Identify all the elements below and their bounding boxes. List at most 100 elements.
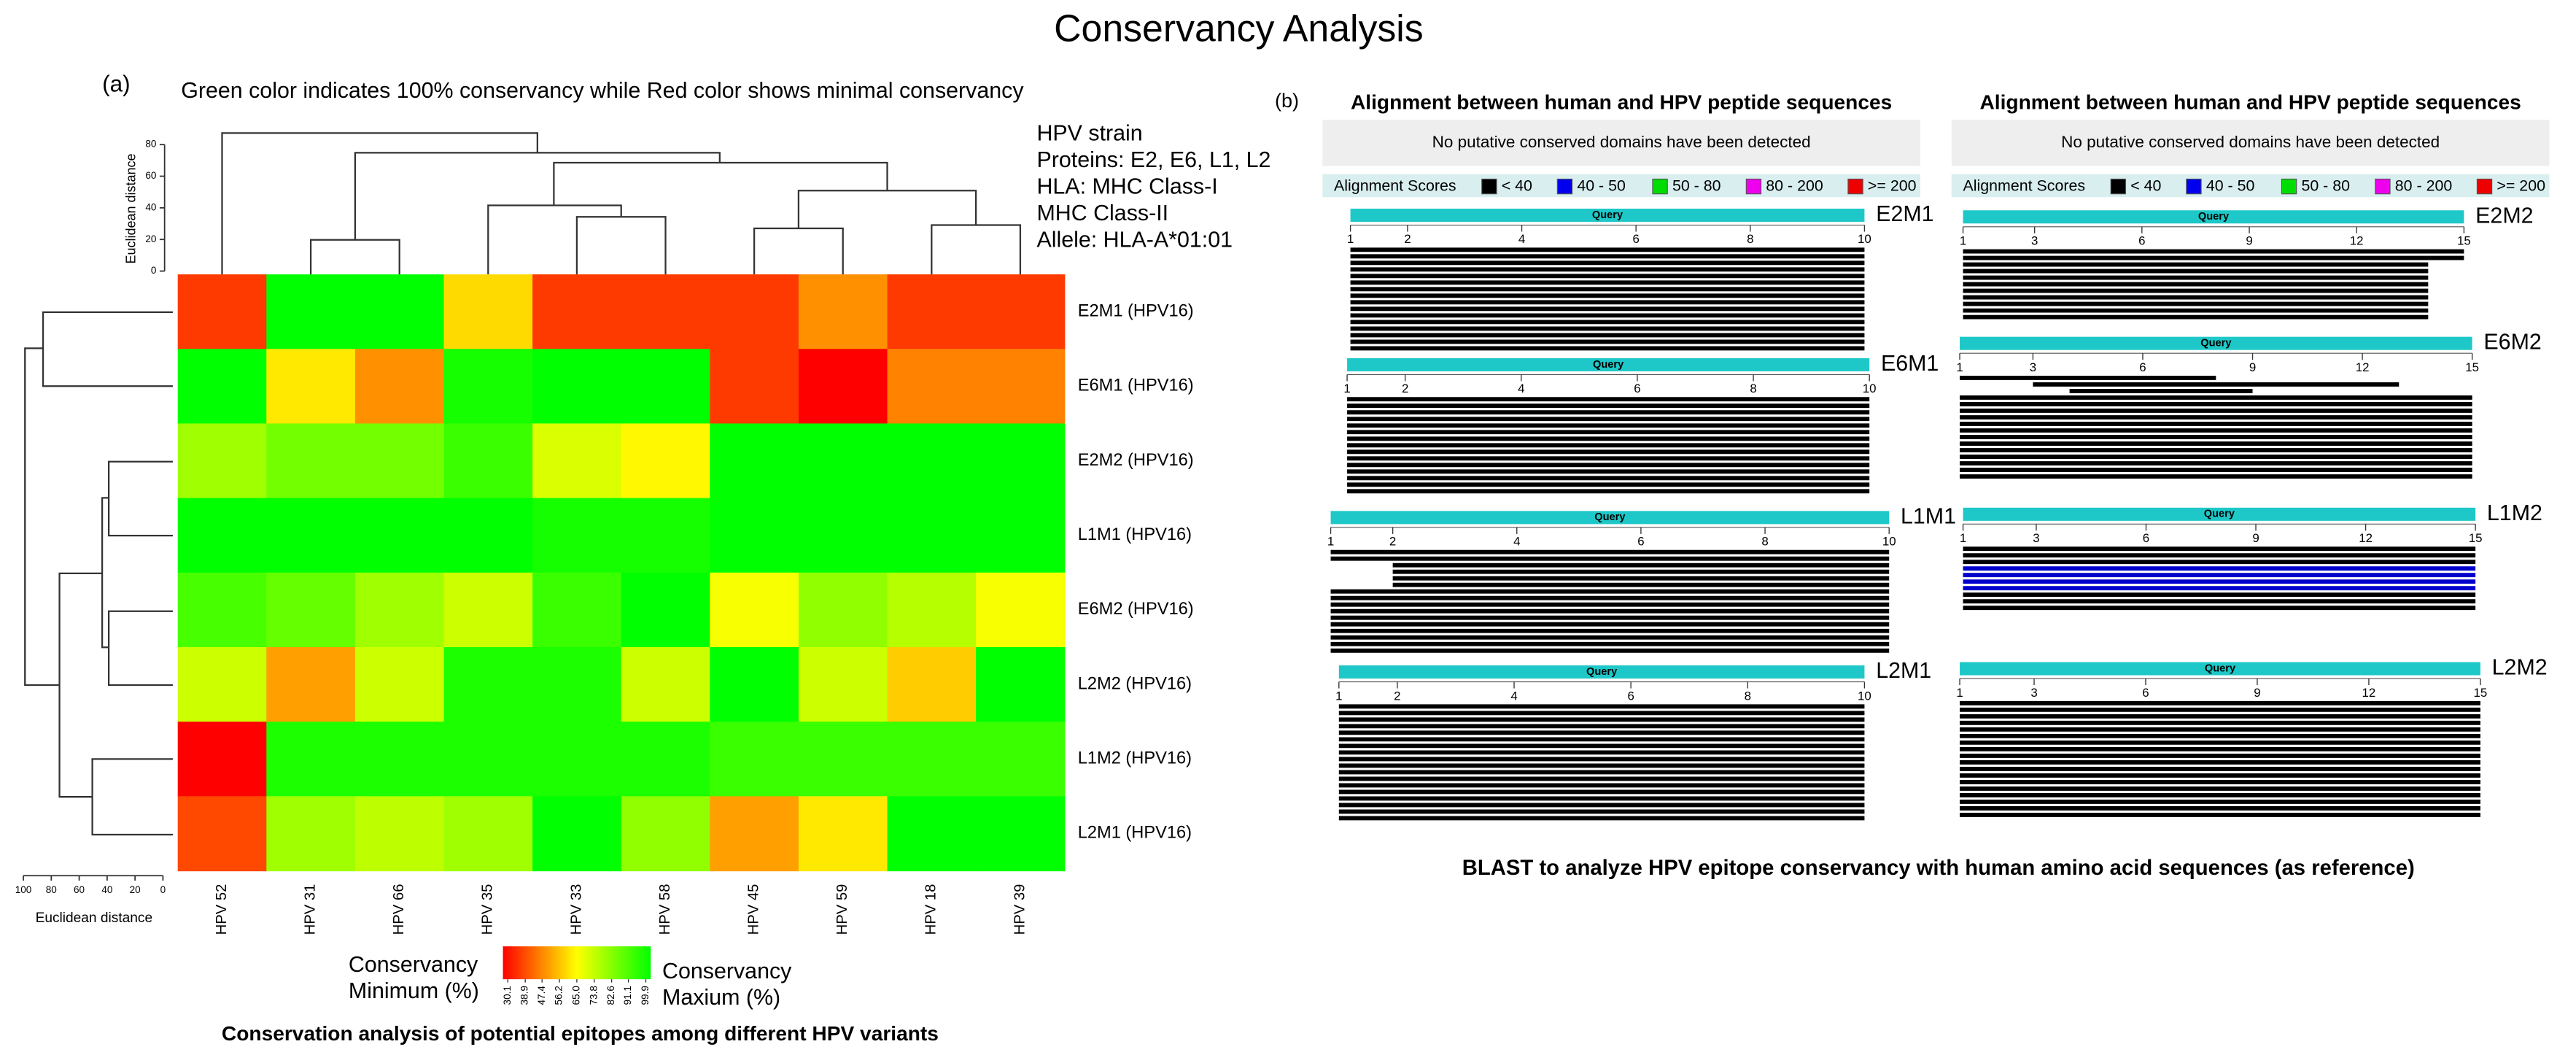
tick-label: 1 [1327,535,1334,549]
tick-label: 3 [2030,686,2037,700]
tick-label: 6 [1634,382,1640,395]
heatmap-cell [887,722,977,797]
tick-label: 8 [1747,232,1753,246]
tick-label: 15 [2469,531,2483,545]
heatmap-cell [532,423,622,499]
annotation: Proteins: E2, E6, L1, L2 [1036,147,1270,172]
legend-title: Alignment Scores [1963,177,2086,194]
legend-swatch [1745,178,1762,195]
annotation: HLA: MHC Class-I [1036,174,1217,199]
heatmap-cell [887,572,977,648]
tick-label: 60 [74,884,85,895]
tick-label: 8 [1745,689,1751,703]
row-dendrogram [24,311,173,836]
colorbar-tick-label: 73.8 [588,986,599,1005]
heatmap-cell [976,423,1066,499]
heatmap-cell [887,423,977,499]
tick-label: 4 [1513,535,1520,549]
tick-label: 15 [2457,233,2471,247]
heatmap-cell [710,349,799,425]
heatmap-cell [621,796,710,872]
colorbar-tick-label: 38.9 [519,986,530,1005]
tick-label: 40 [101,884,112,895]
heatmap-cell [443,423,533,499]
colorbar-tick-label: 30.1 [502,986,513,1005]
query-label: Query [2204,509,2235,520]
axis-label: Euclidean distance [36,911,153,926]
tick-label: 10 [1882,535,1896,549]
heatmap-cell [798,722,888,797]
heatmap-cell [976,796,1066,872]
heatmap-cell [443,722,533,797]
tick-label: 6 [1632,232,1639,246]
row-label: E2M1 (HPV16) [1078,301,1194,320]
row-label: E6M2 (HPV16) [1078,600,1194,619]
column-label: HPV 58 [657,884,673,935]
panel-label: (a) [102,70,131,96]
tick-label: 4 [1510,689,1517,703]
tick-label: 15 [2465,360,2479,374]
heatmap-cell [266,498,356,573]
colorbar-label: Minimum (%) [349,978,479,1003]
tick-label: 9 [2254,686,2260,700]
tick-label: 12 [2356,360,2370,374]
block-label: L2M2 [2492,655,2548,680]
tick-label: 2 [1389,535,1396,549]
row-label: L1M2 (HPV16) [1078,749,1192,768]
tick-label: 1 [1960,531,1966,545]
heatmap-cell [266,646,356,722]
tick-label: 0 [160,884,166,895]
heatmap-cell [532,646,622,722]
block-label: E6M1 [1881,351,1939,376]
legend-label: 80 - 200 [1766,177,1823,194]
legend-band [1322,174,1920,198]
colorbar-tick-label: 91.1 [622,986,633,1005]
heatmap-cell [710,722,799,797]
heatmap-cell [798,423,888,499]
query-label: Query [2200,338,2232,349]
heatmap-cell [443,349,533,425]
caption: BLAST to analyze HPV epitope conservancy… [1462,857,2415,880]
heatmap-cell [266,274,356,349]
heatmap-cell [887,796,977,872]
heatmap-cell [798,646,888,722]
tick-label: 12 [2350,233,2364,247]
legend-label: 40 - 50 [1577,177,1626,194]
heatmap-cell [354,646,445,722]
tick-label: 60 [145,170,156,181]
heatmap-cell [266,722,356,797]
query-bar [1960,336,2472,350]
heatmap-cell [443,646,533,722]
heatmap-cell [621,498,710,573]
tick-label: 1 [1956,360,1963,374]
heatmap-cell [798,572,888,648]
heatmap-cell [976,572,1066,648]
tick-label: 40 [145,201,156,212]
heatmap-cell [354,423,445,499]
heatmap-cell [443,498,533,573]
heatmap-cell [177,498,267,573]
query-bar [1963,210,2464,224]
block-label: E2M2 [2475,203,2533,228]
query-bar [1963,507,2476,521]
colorbar-tick-label: 47.4 [536,986,547,1005]
heatmap-cell [887,646,977,722]
heatmap-cell [887,498,977,573]
heatmap-cell [976,349,1066,425]
heatmap-cell [710,796,799,872]
heatmap-cell [354,498,445,573]
row-label: E6M1 (HPV16) [1078,376,1194,395]
heatmap-cell [532,274,622,349]
heatmap-cell [354,349,445,425]
tick-label: 20 [145,233,156,244]
heatmap-cell [621,572,710,648]
tick-label: 1 [1960,233,1966,247]
tick-label: 1 [1335,689,1342,703]
tick-label: 1 [1956,686,1963,700]
figure-title: Conservancy Analysis [1054,7,1424,49]
legend-label: >= 200 [1868,177,1917,194]
column-label: HPV 59 [834,884,850,935]
column-label: HPV 18 [923,884,939,935]
panel-heading: Alignment between human and HPV peptide … [1979,90,2521,113]
